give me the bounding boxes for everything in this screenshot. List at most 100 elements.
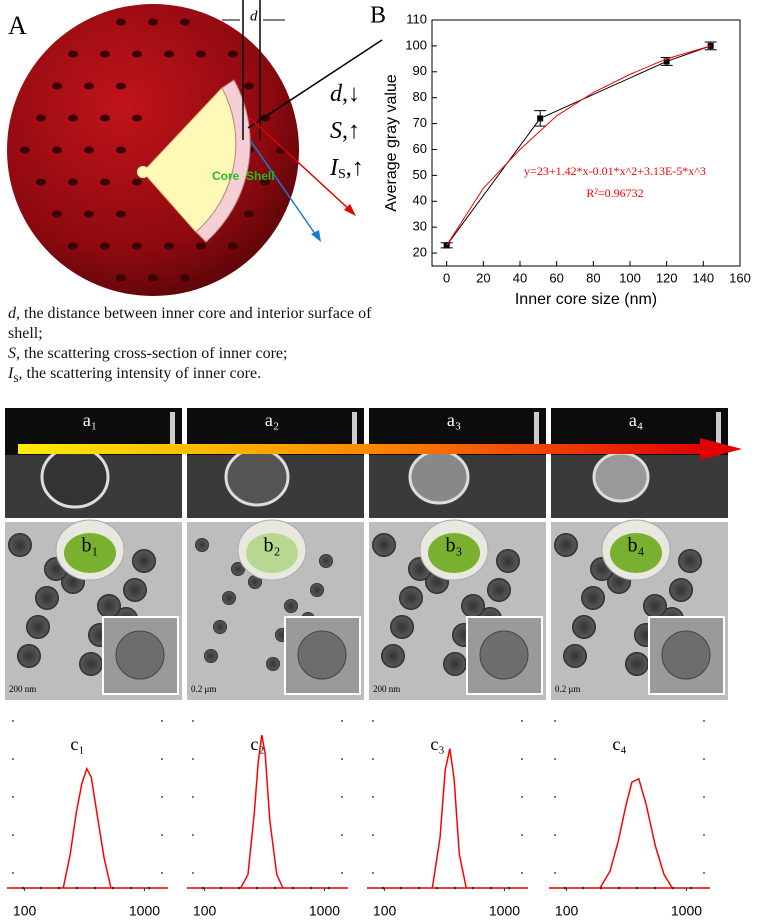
particle — [572, 615, 596, 639]
x-tick-label: 140 — [692, 270, 714, 285]
axis-dot — [617, 886, 621, 890]
pore — [164, 242, 174, 250]
ultrasound-capsule — [40, 445, 110, 509]
shell-label: Shell — [246, 169, 275, 183]
particle — [266, 657, 280, 671]
definition-text: , the distance between inner core and in… — [8, 305, 372, 342]
y-tick-label: 40 — [413, 193, 427, 208]
definition-symbol: S — [8, 345, 16, 362]
trend: IS,↑ — [329, 155, 364, 183]
particle — [554, 533, 578, 557]
pore — [84, 210, 94, 218]
axis-dot — [57, 886, 61, 890]
definition-symbol: I — [8, 365, 14, 382]
x-tick-label: 160 — [729, 270, 751, 285]
axis-dot — [219, 886, 223, 890]
x-tick-label: 100 — [373, 903, 397, 919]
annotation: R²=0.96732 — [586, 186, 643, 200]
data-point — [537, 115, 544, 122]
particle — [195, 538, 209, 552]
x-tick-label: 20 — [476, 270, 490, 285]
sphere-diagram — [7, 0, 383, 296]
particle — [310, 583, 324, 597]
x-tick-label: 1000 — [129, 903, 160, 919]
pore — [68, 114, 78, 122]
pore — [36, 114, 46, 122]
particle — [97, 594, 121, 618]
pore — [132, 178, 142, 186]
axis-dot — [129, 886, 133, 890]
pore — [180, 18, 190, 26]
axis-dot — [635, 886, 639, 890]
pore — [148, 18, 158, 26]
x-tick-label: 40 — [513, 270, 527, 285]
y-axis-title: Average gray value — [383, 74, 400, 212]
series-line — [431, 748, 468, 889]
y-tick-label: 60 — [413, 141, 427, 156]
axis-dot — [147, 886, 151, 890]
axis-dot — [435, 886, 439, 890]
particle — [35, 586, 59, 610]
axis-dot — [689, 886, 693, 890]
chart-title: c₁ — [70, 734, 84, 754]
pore — [244, 210, 254, 218]
pore — [84, 146, 94, 154]
axis-dot — [507, 886, 511, 890]
data-point — [663, 58, 670, 65]
trend-symbol: I — [329, 155, 339, 181]
axis-dot — [111, 886, 115, 890]
particle — [284, 599, 298, 613]
pore — [260, 114, 270, 122]
y-tick-label: 100 — [405, 37, 427, 52]
x-tick-label: 1000 — [309, 903, 340, 919]
particle — [669, 578, 693, 602]
definition: S, the scattering cross-section of inner… — [8, 344, 380, 364]
particle — [643, 594, 667, 618]
distance-label: d — [250, 8, 258, 24]
pore — [100, 178, 110, 186]
particle — [496, 549, 520, 573]
a-label: a₂ — [265, 410, 279, 430]
scale-bar — [716, 412, 721, 447]
series-line — [240, 734, 284, 889]
definition-text: , the scattering intensity of inner core… — [18, 365, 262, 382]
particle — [487, 578, 511, 602]
particle — [319, 554, 333, 568]
x-tick-label: 100 — [13, 903, 37, 919]
series-line — [446, 45, 711, 246]
pore — [36, 178, 46, 186]
particle — [79, 652, 103, 676]
definition: d, the distance between inner core and i… — [8, 304, 380, 344]
axis-dot — [453, 886, 457, 890]
pore — [244, 82, 254, 90]
definition-symbol: d — [8, 305, 16, 322]
axis-dot — [489, 886, 493, 890]
inset-particle — [479, 630, 529, 680]
pore — [196, 50, 206, 58]
x-tick-label: 0 — [443, 270, 450, 285]
scale-bar-label: 0.2 μm — [555, 684, 580, 694]
b-label: b₄ — [628, 535, 645, 557]
y-tick-label: 90 — [413, 63, 427, 78]
pore — [132, 242, 142, 250]
trend: d,↓ — [330, 81, 360, 107]
axis-dot — [237, 886, 241, 890]
particle — [132, 549, 156, 573]
axis-dot — [291, 886, 295, 890]
x-tick-label: 120 — [656, 270, 678, 285]
axis-dot — [255, 886, 259, 890]
b-label: b₁ — [82, 535, 99, 557]
x-tick-label: 100 — [193, 903, 217, 919]
y-tick-label: 110 — [406, 11, 427, 26]
particle — [390, 615, 414, 639]
y-tick-label: 50 — [413, 167, 427, 182]
axis-dot — [563, 886, 567, 890]
definitions: d, the distance between inner core and i… — [8, 304, 380, 388]
particle — [372, 533, 396, 557]
trend: S,↑ — [330, 118, 360, 144]
axis-dot — [201, 886, 205, 890]
ultrasound-capsule — [408, 449, 470, 505]
axis-dot — [39, 886, 43, 890]
particle — [461, 594, 485, 618]
